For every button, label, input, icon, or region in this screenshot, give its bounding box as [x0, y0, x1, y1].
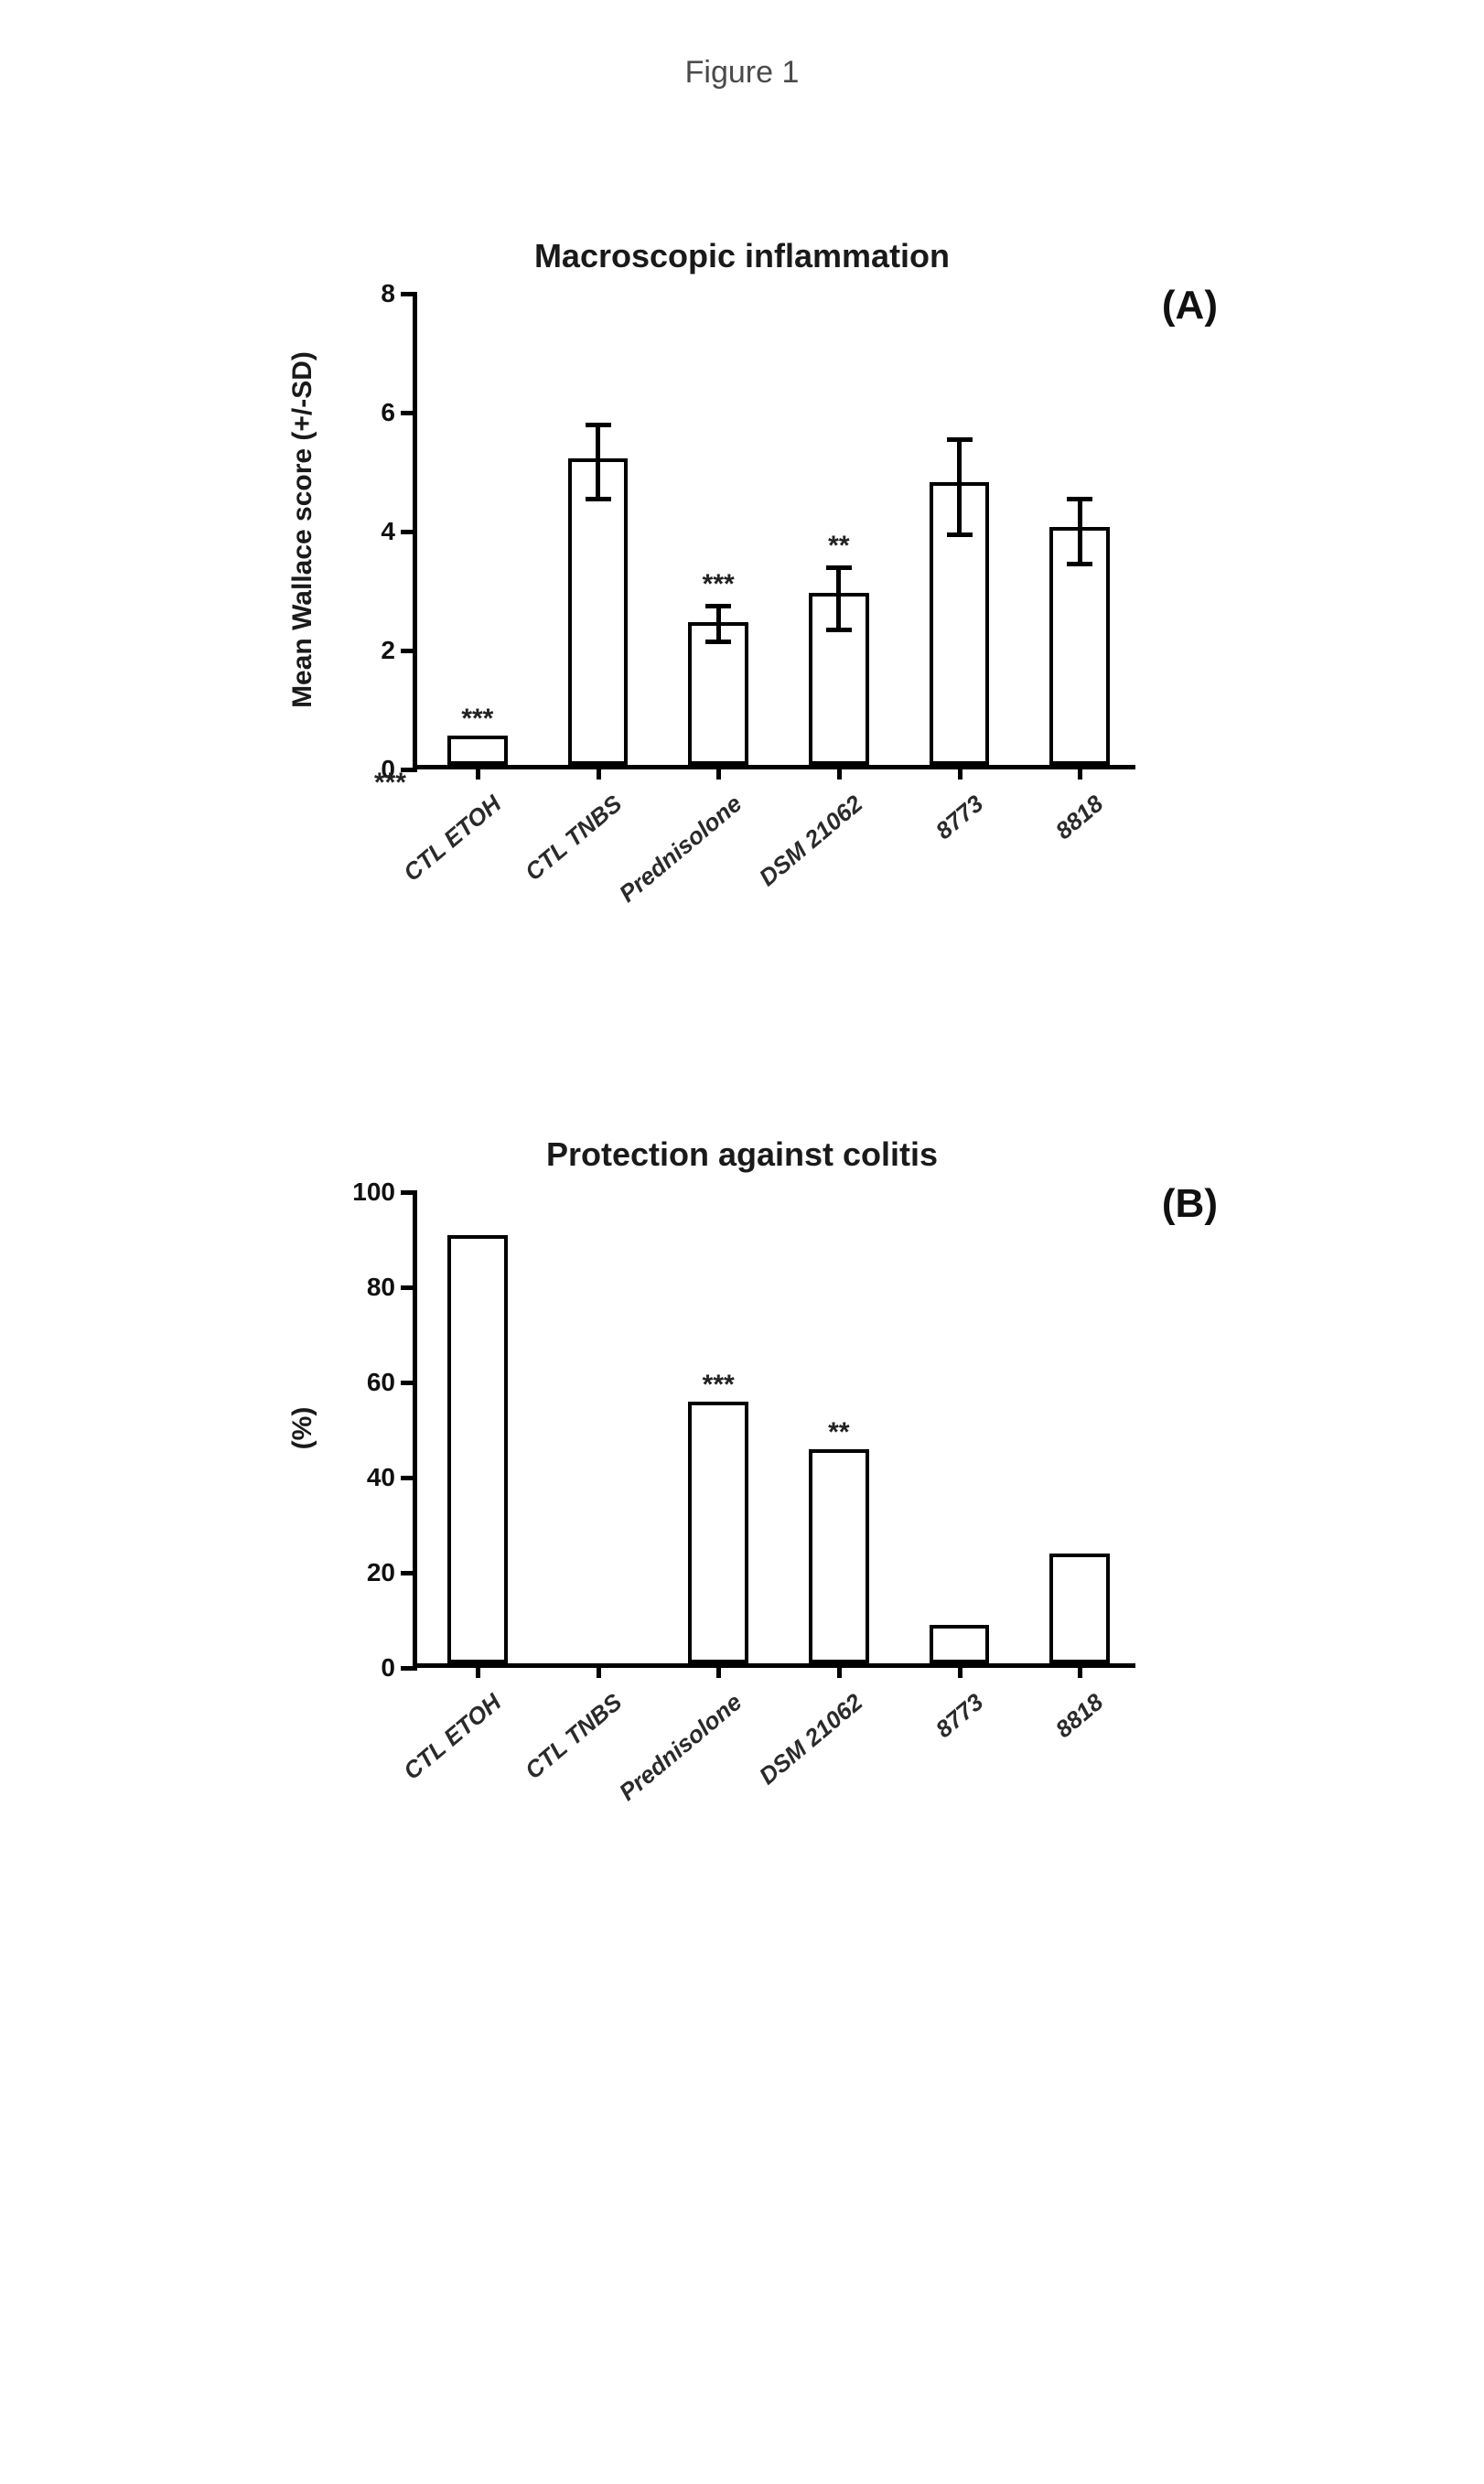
error-cap	[947, 532, 973, 537]
y-tick-label: 60	[367, 1368, 395, 1397]
error-bar	[957, 439, 962, 534]
y-tick	[401, 649, 417, 653]
y-tick	[401, 1666, 417, 1671]
significance-label-outside: ***	[374, 768, 406, 799]
error-bar	[1078, 499, 1082, 565]
bar	[447, 1235, 508, 1663]
y-tick	[401, 1571, 417, 1575]
significance-label: **	[828, 531, 849, 562]
y-tick-label: 40	[367, 1463, 395, 1492]
error-bar	[596, 425, 600, 499]
error-cap	[705, 640, 731, 644]
error-cap	[947, 437, 973, 442]
bar	[447, 736, 508, 766]
x-tick	[597, 765, 601, 780]
bar	[809, 1449, 869, 1663]
panel-a-letter: (A)	[1162, 283, 1218, 328]
panel-a: Macroscopic inflammation (A) Mean Wallac…	[285, 237, 1199, 952]
error-cap	[586, 423, 611, 427]
y-tick	[401, 1190, 417, 1195]
figure-label: Figure 1	[0, 55, 1484, 91]
y-tick	[401, 292, 417, 296]
error-cap	[826, 628, 852, 632]
x-tick	[837, 1663, 842, 1678]
bar	[1049, 1554, 1110, 1663]
significance-label: ***	[703, 569, 735, 600]
x-tick	[958, 1663, 962, 1678]
x-tick	[476, 765, 480, 780]
y-tick-label: 20	[367, 1558, 395, 1587]
x-tick	[716, 765, 721, 780]
error-cap	[586, 497, 611, 501]
error-bar	[716, 606, 721, 641]
x-tick	[597, 1663, 601, 1678]
panel-b: Protection against colitis (B) (%) 02040…	[285, 1135, 1199, 1851]
y-tick	[401, 1476, 417, 1480]
x-tick	[1078, 1663, 1082, 1678]
error-bar	[836, 567, 841, 629]
x-tick	[1078, 765, 1082, 780]
panel-b-title: Protection against colitis	[285, 1135, 1199, 1174]
y-tick	[401, 1285, 417, 1290]
bar	[568, 458, 629, 765]
error-cap	[705, 604, 731, 608]
bar	[930, 1625, 990, 1663]
significance-label: ***	[461, 704, 493, 735]
x-tick	[958, 765, 962, 780]
bar	[688, 1402, 748, 1663]
panel-b-plot: 020406080100CTL ETOHCTL TNBSPrednisolone…	[413, 1192, 1135, 1668]
significance-label: ***	[703, 1370, 735, 1401]
panel-b-letter: (B)	[1162, 1181, 1218, 1227]
y-tick	[401, 411, 417, 415]
panel-a-plot: 02468CTL ETOH***CTL TNBSPrednisolone***D…	[413, 294, 1135, 769]
error-cap	[826, 565, 852, 570]
panel-b-ylabel: (%)	[287, 1407, 318, 1450]
y-tick-label: 4	[381, 517, 395, 546]
y-tick-label: 2	[381, 636, 395, 665]
y-tick-label: 6	[381, 398, 395, 427]
x-tick	[476, 1663, 480, 1678]
panel-a-ylabel: Mean Wallace score (+/-SD)	[287, 351, 318, 708]
y-tick-label: 0	[381, 1653, 395, 1683]
error-cap	[1067, 497, 1092, 501]
y-tick-label: 8	[381, 279, 395, 308]
y-tick-label: 80	[367, 1273, 395, 1302]
y-tick	[401, 530, 417, 534]
significance-label: **	[828, 1417, 849, 1448]
panel-a-title: Macroscopic inflammation	[285, 237, 1199, 275]
y-tick	[401, 1381, 417, 1385]
y-tick-label: 100	[352, 1177, 395, 1207]
error-cap	[1067, 562, 1092, 566]
x-tick	[837, 765, 842, 780]
x-tick	[716, 1663, 721, 1678]
